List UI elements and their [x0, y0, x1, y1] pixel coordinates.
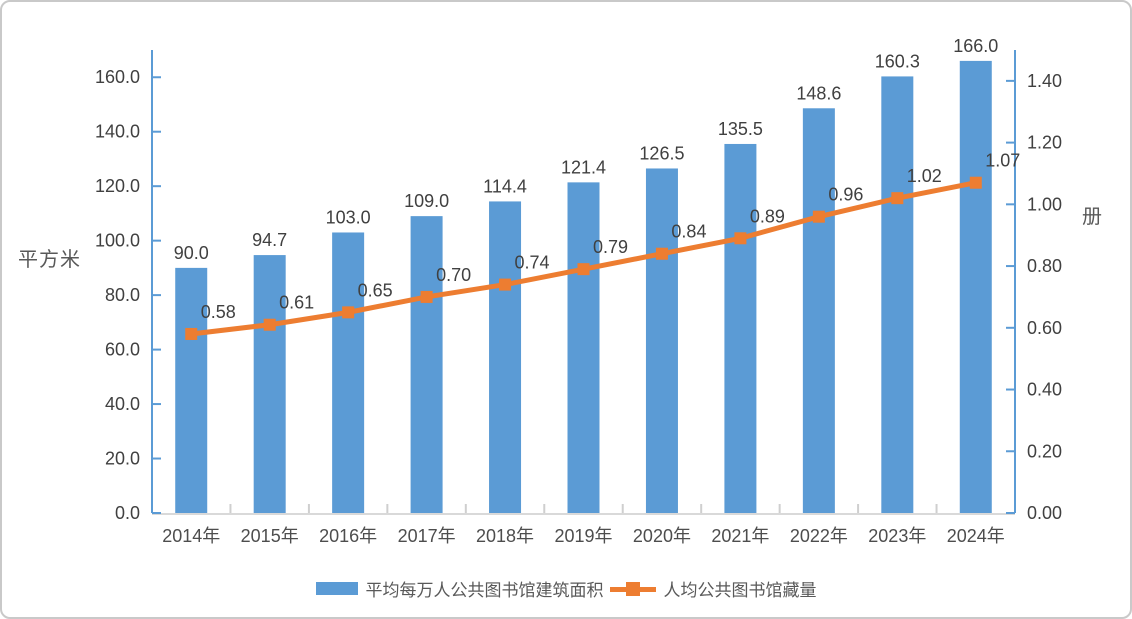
- svg-text:90.0: 90.0: [174, 243, 209, 263]
- svg-text:0.84: 0.84: [671, 222, 706, 242]
- line-marker-2017年: [420, 290, 433, 303]
- svg-text:148.6: 148.6: [796, 83, 841, 103]
- svg-text:126.5: 126.5: [639, 143, 684, 163]
- svg-text:2018年: 2018年: [476, 526, 534, 546]
- line-marker-2014年: [185, 327, 198, 340]
- line-marker-2019年: [577, 263, 590, 276]
- svg-text:121.4: 121.4: [561, 157, 606, 177]
- svg-text:40.0: 40.0: [105, 394, 140, 414]
- legend: 平均每万人公共图书馆建筑面积 人均公共图书馆藏量: [2, 576, 1130, 601]
- bar-2016年: [332, 232, 365, 513]
- svg-text:0.60: 0.60: [1027, 318, 1062, 338]
- line-series-marker-icon: [609, 581, 656, 596]
- svg-text:120.0: 120.0: [95, 176, 140, 196]
- svg-text:114.4: 114.4: [483, 176, 527, 196]
- svg-text:1.02: 1.02: [907, 166, 942, 186]
- line-marker-2020年: [655, 247, 668, 260]
- svg-text:94.7: 94.7: [252, 230, 287, 250]
- bar-2023年: [881, 76, 914, 513]
- svg-text:109.0: 109.0: [404, 191, 449, 211]
- svg-text:160.0: 160.0: [95, 67, 140, 87]
- line-marker-2022年: [812, 210, 825, 223]
- svg-text:135.5: 135.5: [718, 119, 763, 139]
- line-marker-2021年: [734, 232, 747, 245]
- svg-text:2014年: 2014年: [162, 526, 220, 546]
- legend-label-line-series: 人均公共图书馆藏量: [663, 581, 817, 600]
- bar-series-swatch-icon: [315, 582, 358, 595]
- svg-text:0.20: 0.20: [1027, 441, 1062, 461]
- svg-text:2021年: 2021年: [711, 526, 769, 546]
- bar-2019年: [567, 182, 600, 513]
- svg-text:1.40: 1.40: [1027, 71, 1062, 91]
- bar-2018年: [489, 201, 522, 514]
- svg-text:0.40: 0.40: [1027, 380, 1062, 400]
- line-marker-2015年: [263, 318, 276, 331]
- line-marker-2023年: [891, 192, 904, 205]
- svg-text:0.89: 0.89: [750, 206, 785, 226]
- line-marker-2024年: [969, 176, 982, 189]
- svg-text:60.0: 60.0: [105, 340, 140, 360]
- svg-text:2017年: 2017年: [398, 526, 456, 546]
- bar-2017年: [410, 216, 443, 513]
- legend-label-bar-series: 平均每万人公共图书馆建筑面积: [365, 581, 604, 600]
- svg-text:1.00: 1.00: [1027, 194, 1062, 214]
- bar-2024年: [959, 60, 992, 514]
- line-marker-2018年: [499, 278, 512, 291]
- svg-text:160.3: 160.3: [875, 51, 920, 71]
- svg-text:1.07: 1.07: [985, 151, 1020, 171]
- svg-text:1.20: 1.20: [1027, 133, 1062, 153]
- svg-text:0.00: 0.00: [1027, 503, 1062, 523]
- svg-text:0.65: 0.65: [358, 280, 393, 300]
- svg-text:103.0: 103.0: [326, 207, 371, 227]
- svg-text:0.79: 0.79: [593, 237, 628, 257]
- bar-2021年: [724, 143, 757, 513]
- svg-text:80.0: 80.0: [105, 285, 140, 305]
- line-marker-2016年: [342, 306, 355, 319]
- svg-text:2023年: 2023年: [868, 526, 926, 546]
- svg-text:0.0: 0.0: [115, 503, 140, 523]
- svg-text:166.0: 166.0: [953, 36, 998, 56]
- svg-text:2020年: 2020年: [633, 526, 691, 546]
- svg-text:2015年: 2015年: [241, 526, 299, 546]
- svg-text:0.74: 0.74: [515, 253, 550, 273]
- bar-2020年: [645, 168, 678, 514]
- left-axis-title: 平方米: [18, 249, 81, 271]
- svg-text:0.61: 0.61: [279, 293, 314, 313]
- bar-2014年: [175, 267, 208, 513]
- bar-2015年: [253, 255, 286, 513]
- bar-2022年: [802, 108, 835, 513]
- svg-text:0.96: 0.96: [828, 185, 863, 205]
- svg-text:2022年: 2022年: [790, 526, 848, 546]
- svg-text:0.70: 0.70: [436, 265, 471, 285]
- svg-text:2019年: 2019年: [554, 526, 612, 546]
- svg-text:2024年: 2024年: [947, 526, 1005, 546]
- right-axis-title: 册: [1082, 206, 1103, 228]
- svg-text:100.0: 100.0: [95, 231, 140, 251]
- svg-text:0.80: 0.80: [1027, 256, 1062, 276]
- legend-item-bar-series: 平均每万人公共图书馆建筑面积: [315, 576, 604, 601]
- svg-text:140.0: 140.0: [95, 122, 140, 142]
- legend-item-line-series: 人均公共图书馆藏量: [609, 576, 817, 601]
- svg-text:2016年: 2016年: [319, 526, 377, 546]
- svg-text:0.58: 0.58: [201, 302, 236, 322]
- svg-text:20.0: 20.0: [105, 449, 140, 469]
